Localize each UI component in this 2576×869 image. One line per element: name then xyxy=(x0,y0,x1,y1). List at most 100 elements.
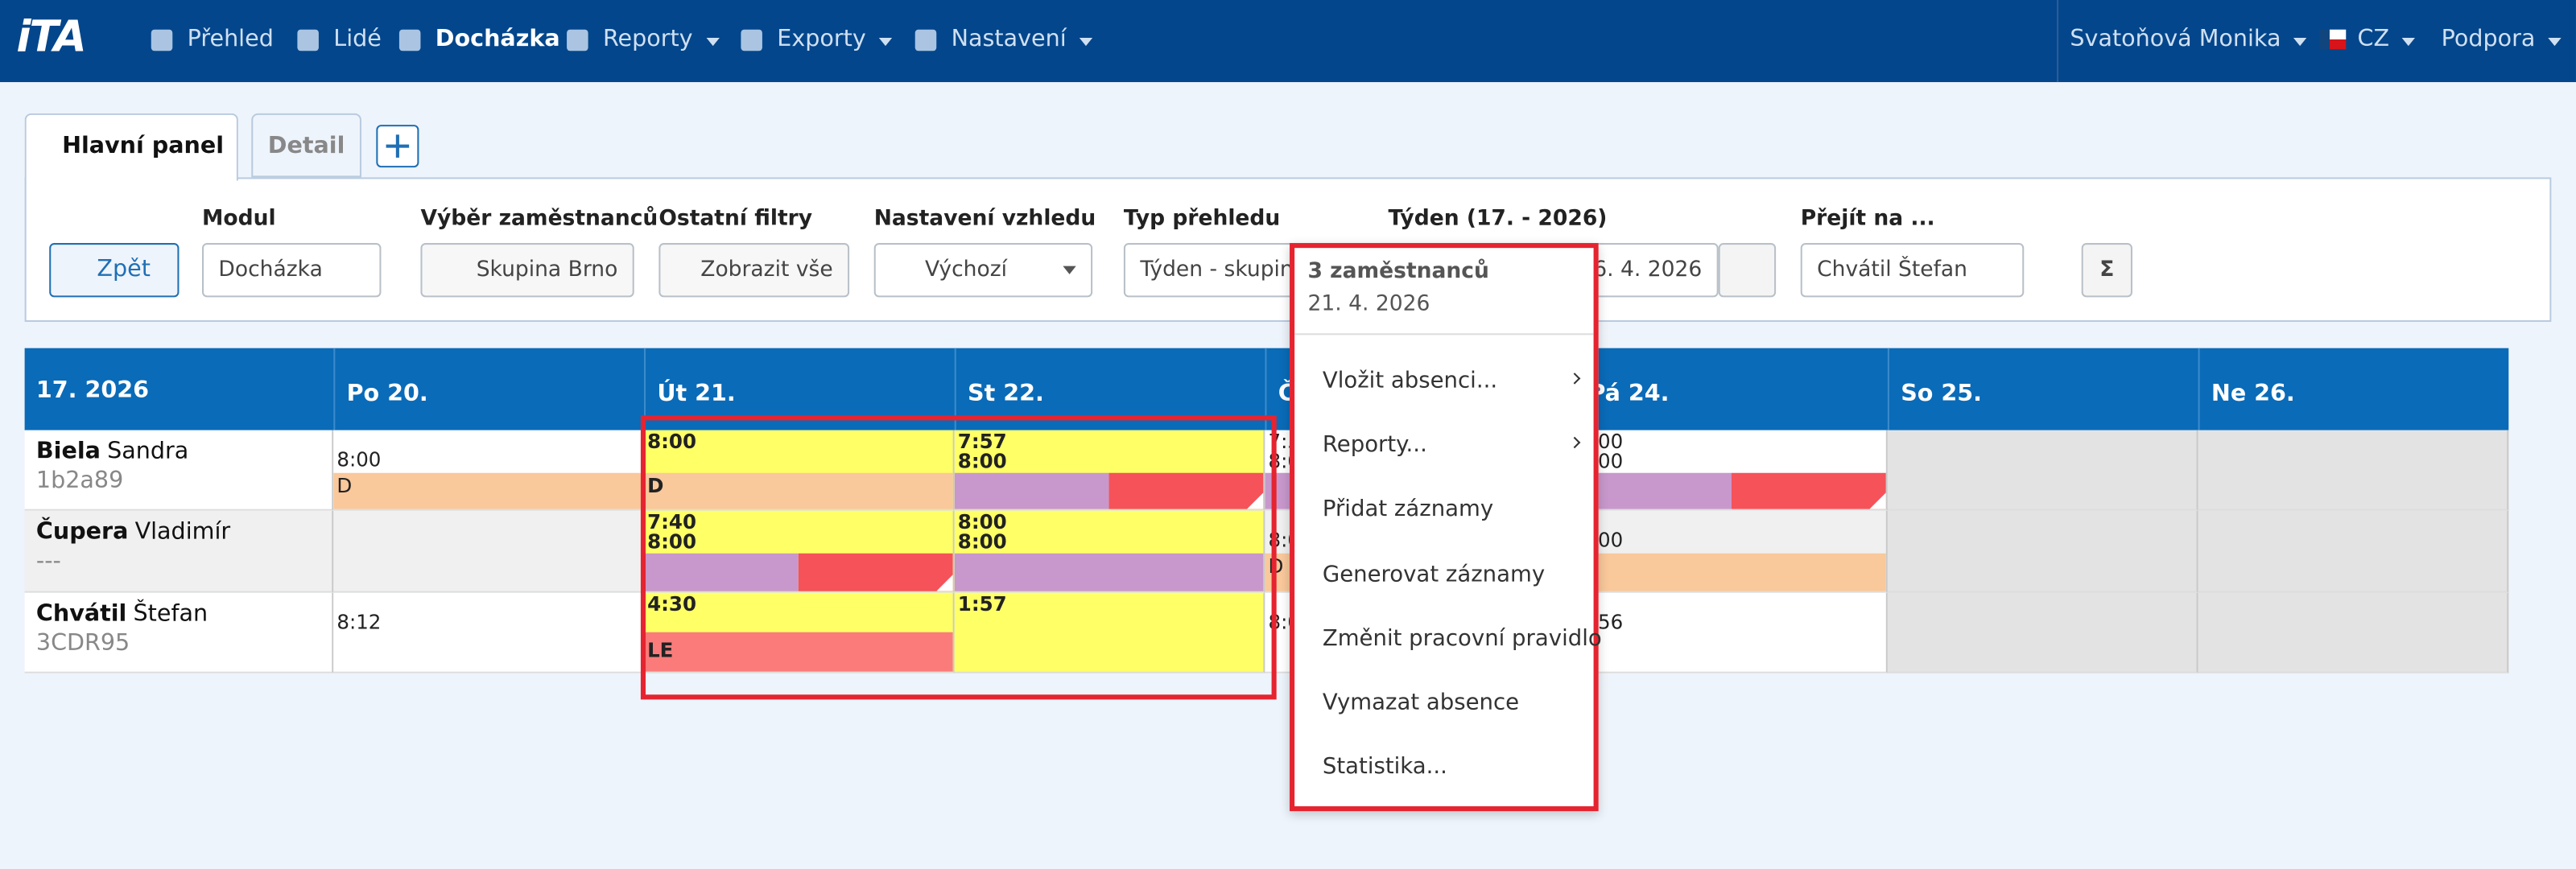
menu-title: 3 zaměstnanců xyxy=(1307,259,1489,285)
day-header: Út 21. xyxy=(657,381,736,408)
day-cell[interactable]: 7:56 xyxy=(1575,592,1888,673)
support[interactable]: Podpora xyxy=(2441,26,2536,53)
filter-control[interactable]: Zobrazit vše xyxy=(658,243,850,298)
time: 8:00 xyxy=(957,450,1007,473)
day-cell[interactable]: 8:00 xyxy=(1575,510,1888,593)
filter-control[interactable]: Chvátil Štefan xyxy=(1800,243,2025,298)
filter-control[interactable]: Skupina Brno xyxy=(420,243,634,298)
day-cell[interactable] xyxy=(1887,510,2198,593)
day-cell[interactable]: 1:57 xyxy=(954,592,1265,673)
red-bar xyxy=(798,553,953,591)
day-header: So 25. xyxy=(1901,381,1983,408)
nav-icon xyxy=(914,29,937,51)
nav-item[interactable]: Exporty xyxy=(777,26,866,53)
employee-name[interactable]: Biela Sandra xyxy=(35,438,189,465)
time: 8:12 xyxy=(336,611,382,634)
name-cell: Chvátil Štefan 3CDR95 xyxy=(24,592,334,673)
time: 8:00 xyxy=(957,510,1007,534)
corner-flag xyxy=(1869,492,1886,509)
nav-icon xyxy=(398,29,421,51)
tab[interactable]: Detail xyxy=(251,113,361,178)
nav-item[interactable]: Lidé xyxy=(333,26,382,53)
add-tab-v xyxy=(395,134,399,158)
day-cell[interactable] xyxy=(1887,592,2198,673)
back-button[interactable]: Zpět xyxy=(49,243,180,298)
day-cell[interactable]: 8:00 8:00 xyxy=(954,510,1265,593)
filter-control[interactable]: Výchozí xyxy=(873,243,1093,298)
nav-item[interactable]: Přehled xyxy=(187,26,274,53)
caret xyxy=(706,37,720,47)
day-header: Po 20. xyxy=(346,381,428,408)
name-cell: Biela Sandra 1b2a89 xyxy=(24,430,334,511)
menu-item[interactable]: Vložit absenci... xyxy=(1322,368,1498,394)
absence-code: LE xyxy=(647,638,674,662)
nav-item[interactable]: Reporty xyxy=(602,26,693,53)
menu-item[interactable]: Vymazat absence xyxy=(1322,690,1520,716)
day-cell[interactable] xyxy=(2198,592,2509,673)
menu-item[interactable]: Změnit pracovní pravidlo xyxy=(1322,625,1602,652)
purple-bar xyxy=(1575,472,1731,509)
tab[interactable]: Hlavní panel xyxy=(24,113,238,181)
employee-name[interactable]: Chvátil Štefan xyxy=(35,600,208,628)
purple-bar xyxy=(954,472,1109,509)
day-cell[interactable]: 7:57 8:00 xyxy=(954,430,1265,511)
absence-code: D xyxy=(336,474,353,498)
submenu-arrow xyxy=(1568,437,1581,449)
corner-flag xyxy=(936,575,953,591)
nav-item[interactable]: Docházka xyxy=(435,26,560,53)
user-menu[interactable]: Svatoňová Monika xyxy=(2070,26,2281,53)
menu-item[interactable]: Přidat záznamy xyxy=(1322,496,1494,523)
filter-label: Přejít na ... xyxy=(1800,207,1935,232)
menu-item[interactable]: Statistika... xyxy=(1322,754,1447,780)
filter-label: Modul xyxy=(202,207,276,232)
day-cell[interactable] xyxy=(333,510,644,593)
caret xyxy=(2548,37,2562,47)
absence-bar xyxy=(333,472,642,509)
caret xyxy=(1063,266,1076,274)
corner-flag xyxy=(1246,492,1264,509)
logo[interactable]: iTA xyxy=(16,13,86,63)
filter-label: Výběr zaměstnanců xyxy=(420,207,658,232)
day-cell[interactable]: 4:30 LE xyxy=(643,592,955,673)
header-divider xyxy=(643,348,646,430)
day-header: Ne 26. xyxy=(2211,381,2295,408)
employee-code: 1b2a89 xyxy=(35,467,124,495)
day-cell[interactable] xyxy=(1887,430,2198,511)
filter-control[interactable]: Docházka xyxy=(202,243,382,298)
menu-item[interactable]: Reporty... xyxy=(1322,432,1427,459)
caret xyxy=(1079,37,1093,47)
time: 8:00 xyxy=(647,430,697,454)
filter-label: Nastavení vzhledu xyxy=(873,207,1096,232)
tab-label: Hlavní panel xyxy=(62,133,225,159)
day-cell[interactable]: 8:12 xyxy=(333,592,644,673)
day-header: Pá 24. xyxy=(1588,381,1670,408)
employee-name[interactable]: Čupera Vladimír xyxy=(35,518,231,546)
header-divider xyxy=(1265,348,1267,430)
time: 1:57 xyxy=(957,592,1007,616)
filter-label: Typ přehledu xyxy=(1123,207,1281,232)
leave-bar xyxy=(643,632,953,672)
nav-icon xyxy=(741,29,762,51)
next-button[interactable] xyxy=(1718,243,1777,298)
tab-label: Detail xyxy=(267,133,345,159)
filter-control[interactable]: Týden - skupin xyxy=(1123,243,1315,298)
day-cell[interactable]: 8:00 8:00 xyxy=(1575,430,1888,511)
day-cell[interactable] xyxy=(2198,510,2509,593)
language[interactable]: CZ xyxy=(2357,26,2390,53)
header-divider xyxy=(2198,348,2200,430)
nav-divider xyxy=(2057,0,2059,83)
filter-label: Týden (17. - 2026) xyxy=(1388,207,1608,232)
menu-item[interactable]: Generovat záznamy xyxy=(1322,561,1546,587)
time: 7:57 xyxy=(957,430,1007,454)
sum-button[interactable]: Σ xyxy=(2081,243,2132,298)
nav-icon xyxy=(297,29,319,51)
day-cell[interactable] xyxy=(2198,430,2509,511)
day-header: St 22. xyxy=(968,381,1044,408)
nav-icon xyxy=(567,29,588,51)
red-bar xyxy=(1108,472,1264,509)
day-cell[interactable]: 7:40 8:00 xyxy=(643,510,955,593)
menu-separator xyxy=(1294,333,1594,336)
nav-item[interactable]: Nastavení xyxy=(951,26,1067,53)
